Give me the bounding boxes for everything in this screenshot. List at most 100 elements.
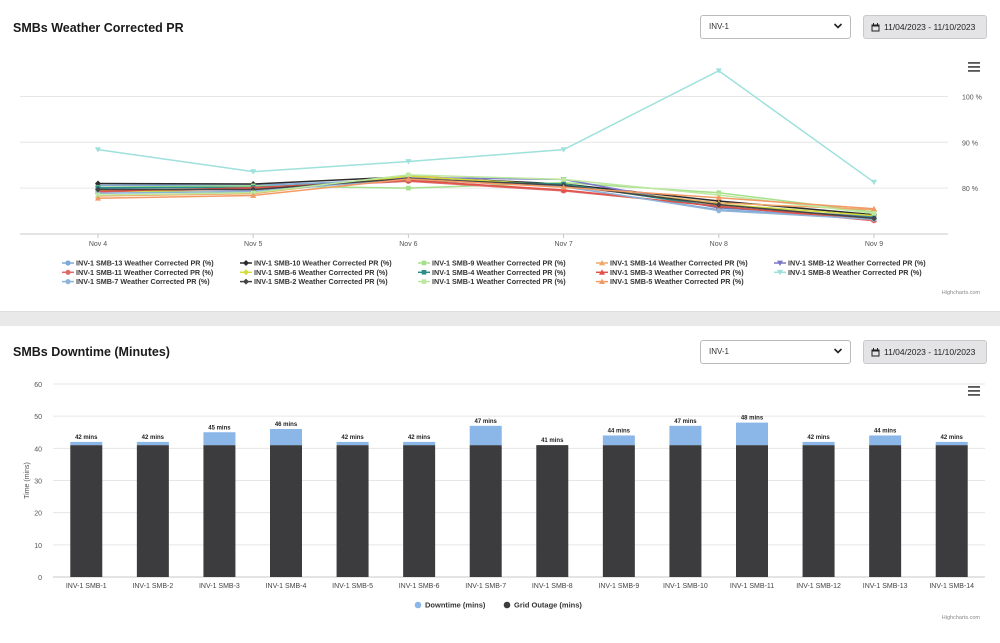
total-label: 46 mins <box>275 422 298 428</box>
total-label: 45 mins <box>208 425 231 431</box>
y-tick-label: 80 % <box>962 186 978 193</box>
grid-outage-bar <box>669 445 702 577</box>
date-range-button[interactable]: 11/04/2023 - 11/10/2023 <box>863 15 987 39</box>
downtime-bar <box>469 425 502 446</box>
legend-label: INV-1 SMB-12 Weather Corrected PR (%) <box>788 259 926 268</box>
x-tick-label: INV-1 SMB-12 <box>796 583 841 590</box>
downtime-bar <box>602 435 635 446</box>
downtime-bar <box>736 422 768 446</box>
y-axis-title: Time (mins) <box>24 462 31 499</box>
legend-marker <box>421 270 427 275</box>
downtime-chart-card: 0 10 20 30 40 50 60 Time (mins) 42 mins INV-1 SMB… <box>0 326 1000 643</box>
series-line <box>97 69 875 183</box>
total-label: 44 mins <box>874 428 897 434</box>
legend-item: INV-1 SMB-13 Weather Corrected PR (%) <box>62 259 214 268</box>
highcharts-credit[interactable]: Highcharts.com <box>941 290 980 296</box>
legend-marker <box>599 269 605 275</box>
inverter-select-value: INV-1 <box>709 22 730 31</box>
series-line <box>97 174 875 215</box>
downtime-bar <box>70 441 103 446</box>
series-line <box>97 178 875 210</box>
data-point <box>561 177 566 182</box>
legend-label: INV-1 SMB-11 Weather Corrected PR (%) <box>76 268 214 277</box>
inverter-select[interactable]: INV-1 <box>700 340 851 364</box>
x-tick-label: INV-1 SMB-5 <box>332 583 373 590</box>
x-tick-label: INV-1 SMB-9 <box>598 583 639 590</box>
x-tick-label: Nov 9 <box>865 241 883 248</box>
legend-label: Grid Outage (mins) <box>514 601 582 610</box>
legend-marker <box>503 601 511 609</box>
x-tick-label: Nov 8 <box>710 241 728 248</box>
y-tick-label: 40 <box>34 446 42 453</box>
bar-group: 42 mins <box>70 435 103 577</box>
legend-label: INV-1 SMB-9 Weather Corrected PR (%) <box>432 259 566 268</box>
legend-marker <box>65 269 71 275</box>
total-label: 48 mins <box>741 416 764 422</box>
legend-label: INV-1 SMB-8 Weather Corrected PR (%) <box>788 268 922 277</box>
legend-marker <box>414 601 422 609</box>
data-point <box>405 175 412 182</box>
x-tick-label: Nov 5 <box>244 241 262 248</box>
y-tick-label: 20 <box>34 511 42 518</box>
downtime-bar <box>669 425 702 446</box>
x-tick-label: Nov 4 <box>89 241 107 248</box>
data-point <box>250 192 257 198</box>
bar-group: 42 mins <box>802 435 835 577</box>
x-tick-label: INV-1 SMB-13 <box>863 583 908 590</box>
legend-item: Grid Outage (mins) <box>503 601 582 610</box>
x-tick-label: INV-1 SMB-10 <box>663 583 708 590</box>
total-label: 47 mins <box>674 419 697 425</box>
legend-marker <box>421 260 427 266</box>
grid-outage-bar <box>869 445 902 577</box>
data-point <box>95 147 101 153</box>
data-point <box>405 159 412 165</box>
data-point <box>715 201 722 208</box>
legend-marker <box>599 278 605 284</box>
legend-label: INV-1 SMB-1 Weather Corrected PR (%) <box>432 277 566 286</box>
calendar-icon <box>871 348 880 357</box>
data-point <box>871 179 877 186</box>
downtime-bar <box>935 441 968 446</box>
chart-menu-icon[interactable] <box>968 386 980 396</box>
total-label: 42 mins <box>941 435 964 441</box>
legend-marker <box>777 269 783 276</box>
total-label: 42 mins <box>341 435 364 441</box>
chevron-down-icon <box>833 23 843 29</box>
legend-item: INV-1 SMB-9 Weather Corrected PR (%) <box>418 259 566 268</box>
bar-group: 42 mins <box>935 435 968 577</box>
legend-label: INV-1 SMB-14 Weather Corrected PR (%) <box>610 259 748 268</box>
legend-label: INV-1 SMB-7 Weather Corrected PR (%) <box>76 277 210 286</box>
legend-marker <box>65 260 71 266</box>
legend-item: INV-1 SMB-4 Weather Corrected PR (%) <box>418 268 566 277</box>
y-tick-label: 60 <box>34 382 42 389</box>
x-tick-label: INV-1 SMB-7 <box>465 583 506 590</box>
legend-item: INV-1 SMB-10 Weather Corrected PR (%) <box>240 259 392 268</box>
legend-item: Downtime (mins) <box>414 601 486 610</box>
highcharts-credit[interactable]: Highcharts.com <box>941 615 980 621</box>
total-label: 42 mins <box>408 435 431 441</box>
legend-label: INV-1 SMB-3 Weather Corrected PR (%) <box>610 268 744 277</box>
grid-outage-bar <box>469 445 502 577</box>
downtime-bar <box>270 429 302 446</box>
y-tick-label: 30 <box>34 479 42 486</box>
downtime-chart-title: SMBs Downtime (Minutes) <box>13 345 170 359</box>
legend-label: INV-1 SMB-13 Weather Corrected PR (%) <box>76 259 214 268</box>
chart-menu-icon[interactable] <box>968 62 980 72</box>
date-range-button[interactable]: 11/04/2023 - 11/10/2023 <box>863 340 987 364</box>
legend-marker <box>243 278 249 285</box>
inverter-select-value: INV-1 <box>709 347 730 356</box>
data-point <box>560 186 567 193</box>
bar-group: 44 mins <box>869 428 902 577</box>
data-point <box>560 147 567 153</box>
inverter-select[interactable]: INV-1 <box>700 15 851 39</box>
data-point <box>716 208 722 214</box>
pr-line-chart: 80 % 90 % 100 % Nov 4 Nov 5 Nov 6 Nov 7 Nov 8 No… <box>20 68 982 286</box>
grid-outage-bar <box>270 445 302 577</box>
legend-item: INV-1 SMB-8 Weather Corrected PR (%) <box>774 268 922 277</box>
legend-item: INV-1 SMB-14 Weather Corrected PR (%) <box>596 259 748 268</box>
legend-item: INV-1 SMB-5 Weather Corrected PR (%) <box>596 277 744 286</box>
data-point <box>250 169 257 175</box>
legend-label: INV-1 SMB-5 Weather Corrected PR (%) <box>610 277 744 286</box>
x-tick-label: INV-1 SMB-14 <box>929 583 974 590</box>
legend-marker <box>243 269 249 276</box>
